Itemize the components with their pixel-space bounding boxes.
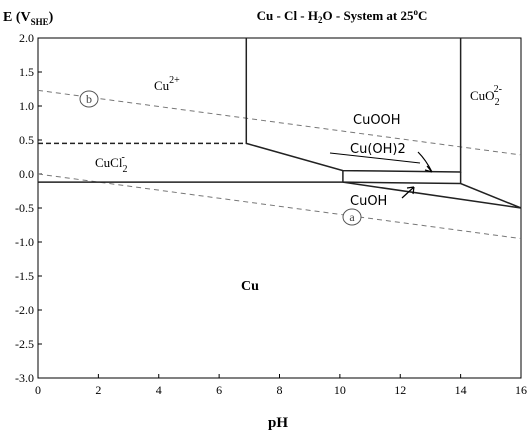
water-line-a-marker: a — [342, 208, 362, 226]
y-tick-label: 2.0 — [19, 31, 34, 45]
x-tick-label: 14 — [455, 383, 467, 397]
y-tick-label: 1.0 — [19, 99, 34, 113]
y-tick-label: 1.5 — [19, 65, 34, 79]
x-tick-label: 10 — [334, 383, 346, 397]
water-line-b-label: b — [86, 92, 92, 106]
x-axis-label: pH — [268, 415, 288, 431]
chart-title: Cu - Cl - H2O - System at 25oC — [257, 7, 428, 25]
x-tick-label: 12 — [394, 383, 406, 397]
annotation-cuoh2-arrow — [417, 151, 433, 173]
water-line-b-marker: b — [79, 90, 99, 108]
x-tick-label: 0 — [35, 383, 41, 397]
phase-boundary-0 — [38, 181, 522, 209]
y-tick-label: -3.0 — [15, 371, 34, 385]
y-tick-label: -2.0 — [15, 303, 34, 317]
annotation-cuoh2: Cu(OH)2 — [350, 142, 406, 157]
annotation-cuoh2-underline — [329, 152, 421, 164]
y-tick-label: -2.5 — [15, 337, 34, 351]
y-tick-label: -0.5 — [15, 201, 34, 215]
x-axis-ticks: 0 2 4 6 8 10 12 14 16 — [35, 374, 527, 397]
y-axis-ticks: 2.0 1.5 1.0 0.5 0.0 -0.5 -1.0 -1.5 -2.0 -2.5 -3.0 — [15, 31, 42, 385]
annotation-cuoh-arrow — [401, 186, 415, 199]
water-line-b — [37, 89, 522, 156]
y-tick-label: 0.0 — [19, 167, 34, 181]
x-tick-label: 6 — [216, 383, 222, 397]
water-stability-lines — [37, 89, 522, 240]
y-tick-label: -1.0 — [15, 235, 34, 249]
phase-boundaries — [38, 38, 522, 209]
y-tick-label: 0.5 — [19, 133, 34, 147]
water-line-a-label: a — [349, 210, 355, 224]
region-cuo2: CuO22- — [470, 84, 502, 108]
x-tick-label: 8 — [277, 383, 283, 397]
phase-boundary-4 — [342, 181, 522, 209]
region-cu2plus: Cu2+ — [154, 75, 180, 93]
region-cu: Cu — [241, 279, 259, 294]
x-tick-label: 2 — [95, 383, 101, 397]
y-tick-label: -1.5 — [15, 269, 34, 283]
annotation-cuoh: CuOH — [350, 194, 387, 209]
x-tick-label: 4 — [156, 383, 162, 397]
y-axis-label: E (VSHE) — [3, 10, 54, 27]
water-line-a — [37, 173, 522, 240]
region-cucl2: CuCl2- — [95, 152, 127, 175]
plot-frame — [37, 37, 522, 379]
x-tick-label: 16 — [515, 383, 527, 397]
annotation-cuooh: CuOOH — [353, 113, 401, 128]
